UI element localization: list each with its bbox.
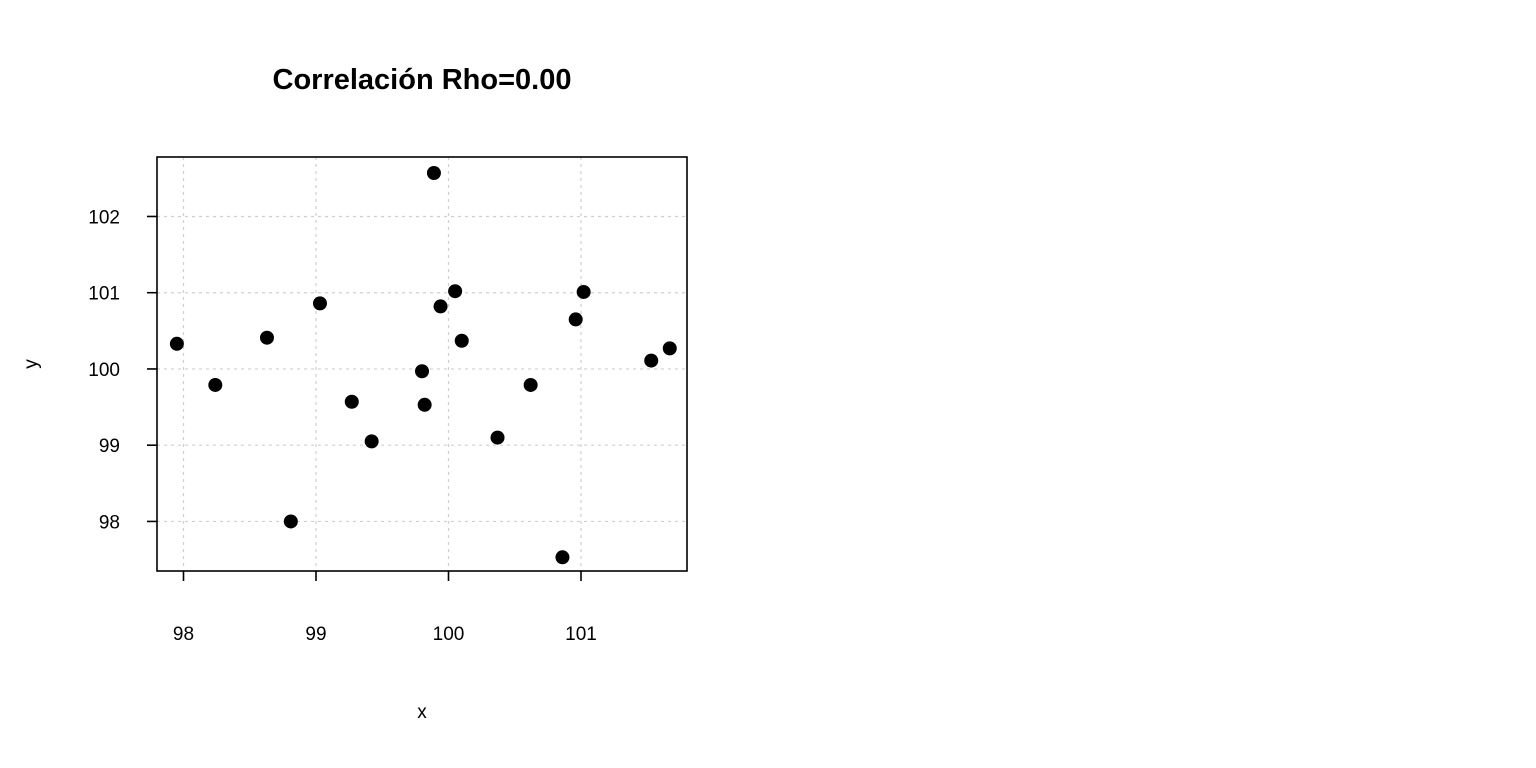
data-point xyxy=(259,330,274,345)
data-point xyxy=(576,284,591,299)
y-tick-label: 98 xyxy=(99,512,120,533)
y-tick-label: 102 xyxy=(88,207,120,228)
plot-frame xyxy=(156,156,688,572)
data-points xyxy=(169,166,677,565)
y-axis: 98 99 100 101 102 xyxy=(88,207,157,533)
data-point xyxy=(312,296,327,311)
x-tick-label: 100 xyxy=(433,624,465,645)
x-tick-label: 99 xyxy=(305,624,326,645)
data-point xyxy=(426,166,441,181)
y-tick-label: 100 xyxy=(88,360,120,381)
data-point xyxy=(208,377,223,392)
x-axis: 98 99 100 101 xyxy=(173,571,597,645)
x-tick-label: 98 xyxy=(173,624,194,645)
data-point xyxy=(555,550,570,565)
grid-lines xyxy=(157,157,687,571)
data-point xyxy=(169,336,184,351)
y-axis-label: y xyxy=(21,359,42,369)
data-point xyxy=(417,397,432,412)
data-point xyxy=(448,284,463,299)
data-point xyxy=(283,514,298,529)
data-point xyxy=(662,341,677,356)
data-point xyxy=(454,333,469,348)
data-point xyxy=(433,299,448,314)
data-point xyxy=(644,353,659,368)
x-axis-label: x xyxy=(417,702,427,723)
data-point xyxy=(523,377,538,392)
data-point xyxy=(568,312,583,327)
y-tick-label: 99 xyxy=(99,436,120,457)
data-point xyxy=(344,394,359,409)
y-tick-label: 101 xyxy=(88,284,120,305)
data-point xyxy=(415,364,429,379)
data-point xyxy=(364,434,379,449)
x-tick-label: 101 xyxy=(565,624,597,645)
data-point xyxy=(490,430,505,445)
chart-title: Correlación Rho=0.00 xyxy=(273,64,572,96)
